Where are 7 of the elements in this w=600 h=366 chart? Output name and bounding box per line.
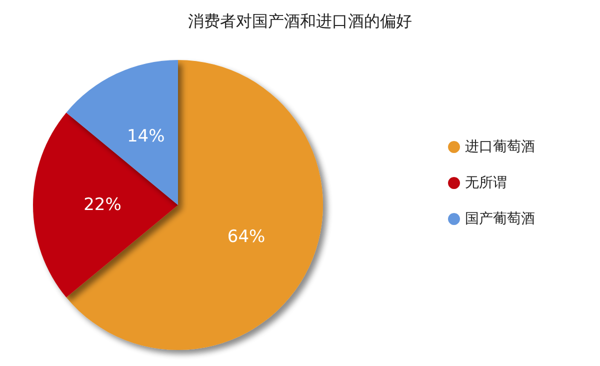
data-label: 64% [227,227,266,248]
legend-label: 国产葡萄酒 [465,211,535,227]
chart-title: 消费者对国产酒和进口酒的偏好 [188,12,412,30]
legend-label: 进口葡萄酒 [465,139,535,155]
data-label: 14% [126,126,165,147]
data-label: 22% [84,195,122,215]
legend-label: 无所谓 [465,175,507,191]
